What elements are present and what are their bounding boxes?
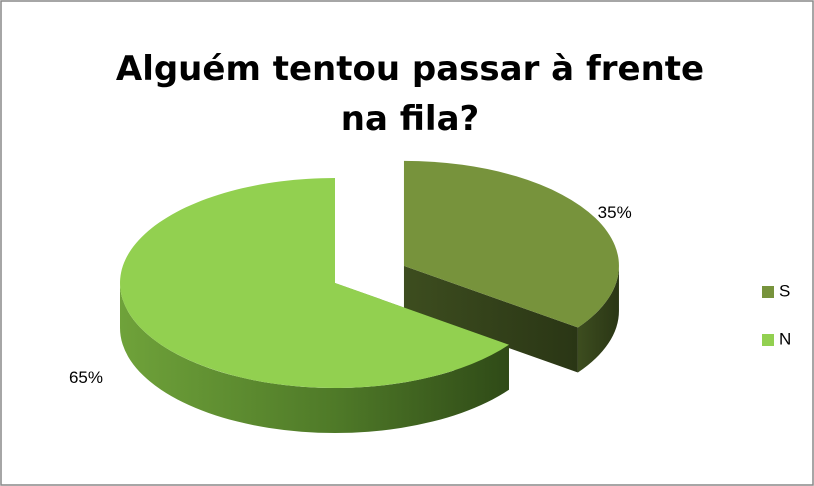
legend-label: S [779,281,790,300]
slice [403,160,619,328]
slice-outer-wall [119,283,509,434]
legend-swatch [762,334,774,346]
data-label: 35% [598,203,632,222]
legend-label: N [779,329,791,348]
data-label: 65% [69,368,103,387]
slice [120,178,509,389]
chart-title: Alguém tentou passar à frente na fila? [115,49,705,139]
slice-cut-wall [403,265,578,373]
slice-outer-wall [577,265,619,373]
legend-swatch [762,286,774,298]
